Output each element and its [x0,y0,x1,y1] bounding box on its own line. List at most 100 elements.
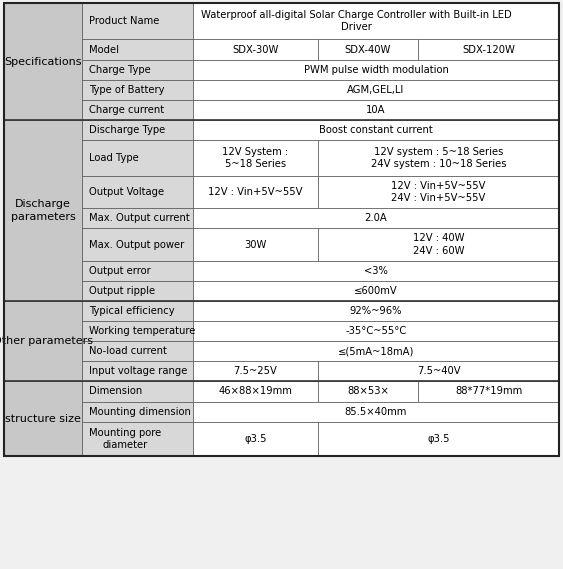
Bar [82,321,193,341]
Bar [193,341,559,361]
Bar [4,301,82,381]
Text: Load Type: Load Type [89,153,138,163]
Text: Mounting pore
diameter: Mounting pore diameter [89,428,161,450]
Bar [193,261,559,281]
Bar [82,228,193,261]
Bar [82,208,193,228]
Bar [193,176,318,208]
Text: Type of Battery: Type of Battery [89,85,164,95]
Bar [193,361,318,381]
Text: Dimension: Dimension [89,386,142,397]
Bar [318,140,559,176]
Text: 88×53×: 88×53× [347,386,389,397]
Text: 12V : Vin+5V~55V: 12V : Vin+5V~55V [208,187,303,197]
Bar [82,361,193,381]
Bar [82,301,193,321]
Text: Mounting dimension: Mounting dimension [89,407,191,417]
Bar [418,39,559,60]
Text: Working temperature: Working temperature [89,326,195,336]
Text: Output ripple: Output ripple [89,286,155,296]
Bar [82,261,193,281]
Text: 85.5×40mm: 85.5×40mm [345,407,407,417]
Text: φ3.5: φ3.5 [244,434,267,444]
Bar [318,422,559,456]
Text: Typical efficiency: Typical efficiency [89,306,175,316]
Bar [82,381,193,402]
Bar [193,301,559,321]
Text: 30W: 30W [244,240,267,249]
Text: Specifications: Specifications [5,56,82,67]
Bar [193,39,318,60]
Bar [193,381,318,402]
Text: 46×88×19mm: 46×88×19mm [218,386,292,397]
Text: 12V : Vin+5V~55V
24V : Vin+5V~55V: 12V : Vin+5V~55V 24V : Vin+5V~55V [391,181,486,203]
Bar [193,402,559,422]
Text: 7.5~40V: 7.5~40V [417,366,461,376]
Bar [193,228,318,261]
Bar [193,321,559,341]
Bar [82,120,193,140]
Text: Product Name: Product Name [89,16,159,26]
Bar [82,140,193,176]
Text: SDX-120W: SDX-120W [462,44,515,55]
Text: φ3.5: φ3.5 [427,434,450,444]
Bar [82,80,193,100]
Text: 92%~96%: 92%~96% [350,306,402,316]
Text: ≤600mV: ≤600mV [354,286,398,296]
Text: 12V : 40W
24V : 60W: 12V : 40W 24V : 60W [413,233,464,255]
Bar [4,3,82,120]
Bar [193,208,559,228]
Text: 7.5~25V: 7.5~25V [234,366,278,376]
Text: Output Voltage: Output Voltage [89,187,164,197]
Bar [4,3,559,456]
Text: <3%: <3% [364,266,388,276]
Text: Max. Output power: Max. Output power [89,240,184,249]
Bar [318,176,559,208]
Bar [4,381,82,456]
Text: No-load current: No-load current [89,346,167,356]
Text: -35°C~55°C: -35°C~55°C [345,326,406,336]
Text: structure size: structure size [5,414,81,423]
Bar [4,120,82,301]
Bar [318,381,418,402]
Text: 10A: 10A [367,105,386,115]
Bar [318,39,418,60]
Text: 12V system : 5~18 Series
24V system : 10~18 Series: 12V system : 5~18 Series 24V system : 10… [371,147,506,169]
Text: AGM,GEL,LI: AGM,GEL,LI [347,85,405,95]
Text: Charge Type: Charge Type [89,65,151,75]
Bar [82,60,193,80]
Bar [193,100,559,120]
Text: SDX-30W: SDX-30W [233,44,279,55]
Text: 12V System :
5~18 Series: 12V System : 5~18 Series [222,147,289,169]
Bar [193,422,318,456]
Text: Waterproof all-digital Solar Charge Controller with Built-in LED
Driver: Waterproof all-digital Solar Charge Cont… [201,10,512,32]
Text: Max. Output current: Max. Output current [89,213,190,223]
Bar [318,228,559,261]
Bar [82,422,193,456]
Bar [82,100,193,120]
Text: 2.0A: 2.0A [365,213,387,223]
Bar [418,381,559,402]
Text: Output error: Output error [89,266,151,276]
Bar [193,60,559,80]
Bar [82,39,193,60]
Bar [82,402,193,422]
Text: Model: Model [89,44,119,55]
Text: Discharge Type: Discharge Type [89,125,166,135]
Bar [82,176,193,208]
Text: PWM pulse width modulation: PWM pulse width modulation [303,65,449,75]
Text: Other parameters: Other parameters [0,336,93,346]
Bar [193,80,559,100]
Bar [318,361,559,381]
Bar [82,281,193,301]
Bar [82,3,193,39]
Text: Boost constant current: Boost constant current [319,125,433,135]
Bar [193,120,559,140]
Text: Charge current: Charge current [89,105,164,115]
Bar [193,3,559,39]
Text: Input voltage range: Input voltage range [89,366,187,376]
Bar [193,140,318,176]
Text: Discharge
parameters: Discharge parameters [11,199,75,222]
Bar [82,341,193,361]
Text: SDX-40W: SDX-40W [345,44,391,55]
